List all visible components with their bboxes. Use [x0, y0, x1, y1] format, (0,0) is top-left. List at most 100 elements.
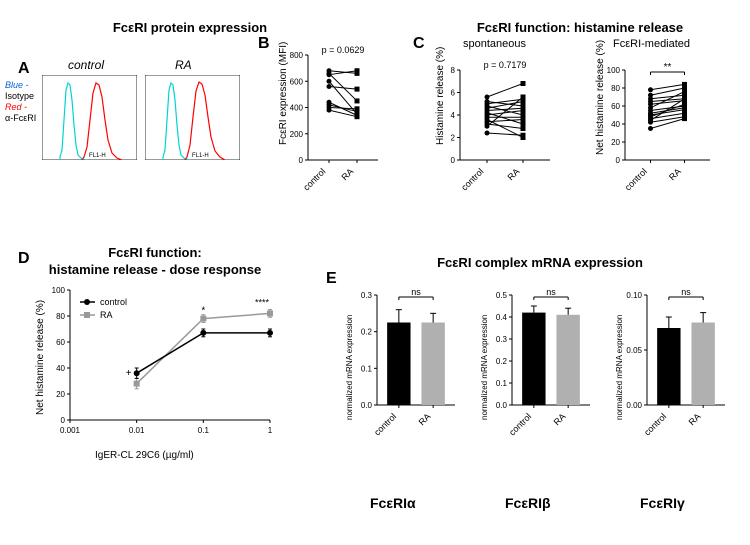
svg-text:RA: RA	[417, 411, 433, 427]
svg-text:80: 80	[56, 312, 65, 321]
panel-d-xlabel: IgER-CL 29C6 (µg/ml)	[95, 450, 194, 461]
svg-text:80: 80	[611, 84, 620, 93]
svg-text:0.2: 0.2	[361, 328, 373, 337]
svg-text:control: control	[301, 166, 327, 192]
panel-a-histogram-ra: FL1-H	[145, 75, 240, 160]
panel-e-title: FcεRI complex mRNA expression	[380, 255, 700, 270]
panel-a-control-label: control	[68, 58, 104, 72]
panel-c-title: FcεRI function: histamine release	[430, 20, 730, 35]
panel-e-ylabel-2: normalized mRNA expression	[615, 315, 624, 420]
svg-text:60: 60	[611, 102, 620, 111]
panel-d-chart: 0204060801000.0010.010.11controlRA+*****	[35, 280, 285, 460]
legend-red: Red -	[5, 102, 27, 112]
panel-e-subunit-2: FcεRIγ	[640, 495, 685, 511]
panel-e-chart-beta: 0.00.10.20.30.40.5controlRAns	[480, 280, 600, 450]
legend-blue: Blue -	[5, 80, 29, 90]
panel-a-histogram-control: FL1-H	[42, 75, 137, 160]
panel-c-left-ylabel: Histamine release (%)	[435, 47, 446, 145]
panel-a-ra-label: RA	[175, 58, 192, 72]
panel-d-ylabel: Net histamine release (%)	[35, 300, 46, 415]
panel-e-label: E	[326, 270, 337, 288]
panel-a-label: A	[18, 60, 30, 78]
svg-text:*: *	[201, 305, 205, 316]
svg-text:20: 20	[56, 390, 65, 399]
panel-b-ylabel: FcεRI expression (MFI)	[278, 42, 289, 145]
svg-text:ns: ns	[411, 287, 421, 297]
panel-e-chart-alpha: 0.0 0.1 0.2 0.3 control RA ns	[345, 280, 465, 450]
svg-text:0.001: 0.001	[60, 426, 81, 435]
svg-text:0.0: 0.0	[496, 401, 508, 410]
svg-text:RA: RA	[100, 310, 113, 320]
legend-afceri: α-FcεRI	[5, 113, 36, 123]
svg-text:RA: RA	[339, 166, 355, 182]
svg-text:0.0: 0.0	[361, 401, 373, 410]
panel-c-left-subtitle: spontaneous	[463, 38, 526, 50]
svg-text:p = 0.0629: p = 0.0629	[322, 45, 365, 55]
svg-text:RA: RA	[667, 166, 683, 182]
svg-text:0.00: 0.00	[626, 401, 642, 410]
legend-isotype: Isotype	[5, 91, 34, 101]
svg-text:0.01: 0.01	[129, 426, 145, 435]
svg-text:ns: ns	[681, 287, 691, 297]
svg-text:200: 200	[290, 130, 304, 139]
panel-c-right-subtitle: FcεRI-mediated	[613, 38, 690, 50]
panel-c-left-chart: 0 2 4 6 8 control RA p = 0.7179	[435, 50, 560, 195]
svg-text:40: 40	[611, 120, 620, 129]
svg-text:RA: RA	[552, 411, 568, 427]
svg-text:control: control	[372, 411, 398, 437]
panel-c-right-chart: 0 20 40 60 80 100 control RA **	[595, 50, 720, 195]
svg-text:8: 8	[451, 66, 456, 75]
svg-text:ns: ns	[546, 287, 556, 297]
svg-text:2: 2	[451, 134, 456, 143]
svg-text:****: ****	[255, 298, 270, 308]
svg-text:6: 6	[451, 89, 456, 98]
panel-e-chart-gamma: 0.00 0.05 0.10 control RA ns	[615, 280, 735, 450]
svg-text:0.5: 0.5	[496, 291, 508, 300]
panel-d-title2: histamine release - dose response	[30, 262, 280, 277]
svg-text:0.1: 0.1	[496, 379, 508, 388]
panel-d-label: D	[18, 250, 30, 268]
panel-e-subunit-1: FcεRIβ	[505, 495, 551, 511]
panel-d-title1: FcεRI function:	[50, 245, 260, 260]
svg-text:100: 100	[607, 66, 621, 75]
svg-text:0: 0	[451, 156, 456, 165]
svg-text:60: 60	[56, 338, 65, 347]
svg-text:800: 800	[290, 51, 304, 60]
svg-text:RA: RA	[505, 166, 521, 182]
svg-text:+: +	[126, 368, 132, 379]
svg-text:**: **	[664, 62, 672, 73]
svg-text:RA: RA	[687, 411, 703, 427]
svg-text:p = 0.7179: p = 0.7179	[484, 60, 527, 70]
svg-text:control: control	[100, 297, 127, 307]
svg-text:0: 0	[299, 156, 304, 165]
svg-text:40: 40	[56, 364, 65, 373]
svg-text:0: 0	[61, 416, 66, 425]
svg-text:400: 400	[290, 104, 304, 113]
svg-text:0.05: 0.05	[626, 346, 642, 355]
svg-text:control: control	[507, 411, 533, 437]
svg-text:0: 0	[616, 156, 621, 165]
svg-text:20: 20	[611, 138, 620, 147]
svg-text:FL1-H: FL1-H	[89, 153, 106, 159]
panel-c-right-ylabel: Net histamine release (%)	[595, 40, 606, 155]
panel-e-ylabel-0: normalized mRNA expression	[345, 315, 354, 420]
svg-text:control: control	[623, 166, 649, 192]
panel-e-ylabel-1: normalized mRNA expression	[480, 315, 489, 420]
svg-text:FL1-H: FL1-H	[192, 153, 209, 159]
svg-text:0.3: 0.3	[496, 335, 508, 344]
svg-text:0.1: 0.1	[361, 364, 373, 373]
svg-text:control: control	[459, 166, 485, 192]
panel-b-chart: 0 200 400 600 800 control RA p = 0.0629	[278, 40, 388, 195]
panel-b-label: B	[258, 35, 270, 53]
panel-c-label: C	[413, 35, 425, 53]
svg-text:0.1: 0.1	[198, 426, 210, 435]
panel-a-title: FcεRI protein expression	[80, 20, 300, 35]
svg-text:0.3: 0.3	[361, 291, 373, 300]
svg-text:600: 600	[290, 77, 304, 86]
panel-e-subunit-0: FcεRIα	[370, 495, 416, 511]
svg-text:0.10: 0.10	[626, 291, 642, 300]
svg-text:control: control	[642, 411, 668, 437]
svg-text:1: 1	[268, 426, 273, 435]
svg-text:4: 4	[451, 111, 456, 120]
svg-text:0.2: 0.2	[496, 357, 508, 366]
